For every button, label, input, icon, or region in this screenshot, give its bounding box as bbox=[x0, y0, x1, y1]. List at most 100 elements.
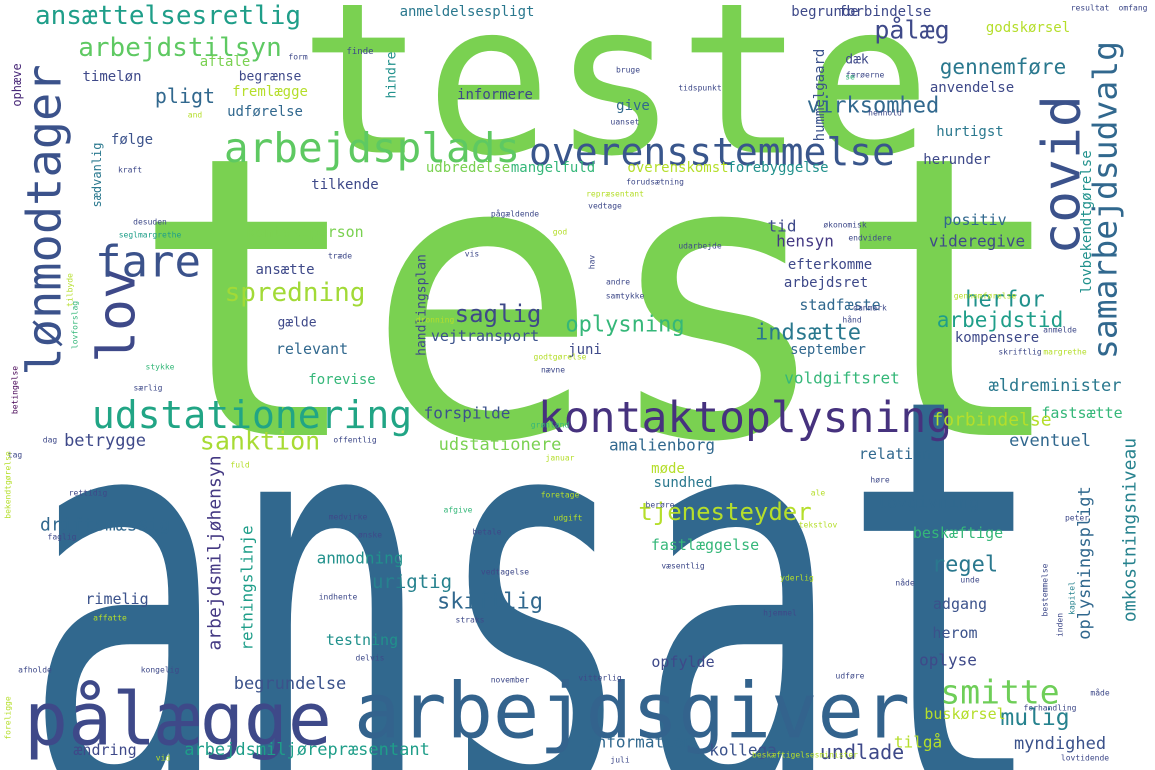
word: inden bbox=[1056, 613, 1065, 637]
word: herunder bbox=[923, 152, 990, 168]
word: sundhed bbox=[653, 475, 712, 491]
word: andre bbox=[606, 278, 630, 287]
word: omfang bbox=[1119, 4, 1148, 13]
word: ale bbox=[811, 489, 826, 498]
word: desuden bbox=[133, 218, 167, 227]
word: smitte bbox=[940, 673, 1059, 712]
word: afholde bbox=[18, 666, 52, 675]
word: test bbox=[130, 73, 1069, 527]
word: hensyn bbox=[776, 232, 834, 251]
word: udgift bbox=[554, 514, 583, 523]
word: bekendtgørelse bbox=[4, 451, 13, 519]
word: efterkomme bbox=[788, 257, 872, 273]
word: adgang bbox=[933, 595, 987, 613]
word: tid bbox=[768, 217, 797, 236]
word: forhandling bbox=[1024, 704, 1077, 713]
word: begrænse bbox=[239, 70, 302, 85]
word: voldgiftsret bbox=[784, 369, 900, 388]
word: pålæg bbox=[874, 16, 949, 45]
word: covid bbox=[1032, 95, 1093, 255]
word: udføre bbox=[836, 672, 865, 681]
word: sanktion bbox=[200, 427, 320, 456]
word: information bbox=[587, 733, 693, 752]
word: kapitel bbox=[1068, 581, 1077, 615]
word: straks bbox=[456, 616, 485, 625]
word: overenskomst bbox=[627, 160, 728, 176]
word: indsætte bbox=[755, 321, 861, 346]
word: kontaktoplysning bbox=[538, 393, 952, 443]
word: vis bbox=[465, 250, 480, 259]
word: anmeldelsespligt bbox=[400, 4, 535, 20]
word: saglig bbox=[455, 300, 542, 328]
word: arbejdstid bbox=[937, 308, 1063, 332]
word: eventuel bbox=[1009, 431, 1091, 451]
word: færøerne bbox=[846, 71, 885, 80]
word: regel bbox=[932, 553, 998, 578]
word: pligt bbox=[155, 84, 215, 108]
word: pålægge bbox=[24, 678, 332, 763]
word: beskæftigelsesminister bbox=[752, 751, 858, 760]
word: indhente bbox=[319, 593, 358, 602]
word: lovtidende bbox=[1061, 754, 1109, 763]
word: aftale bbox=[200, 54, 251, 70]
word: forbindelse bbox=[839, 4, 932, 20]
word: tjenesteyder bbox=[638, 498, 811, 526]
word: uanset bbox=[611, 118, 640, 127]
word: lov bbox=[87, 267, 148, 363]
word: retningslinje bbox=[238, 525, 257, 650]
word: rettidig bbox=[69, 489, 108, 498]
word: kongelig bbox=[141, 666, 180, 675]
word: positiv bbox=[943, 211, 1006, 229]
word: betingelse bbox=[11, 366, 20, 414]
word: undlade bbox=[820, 740, 904, 764]
word: oplyse bbox=[919, 651, 977, 670]
word: arbejdstilsyn bbox=[78, 33, 282, 63]
word: stadfæste bbox=[799, 296, 880, 314]
word: finde bbox=[346, 47, 373, 57]
word: peter bbox=[1065, 514, 1089, 523]
word: kollega bbox=[709, 741, 776, 760]
word: testning bbox=[326, 631, 398, 649]
word: timeløn bbox=[82, 69, 141, 85]
word: unde bbox=[960, 576, 979, 585]
word: skiftlig bbox=[437, 590, 543, 615]
word: juli bbox=[610, 756, 629, 765]
word: faglig bbox=[48, 533, 77, 542]
word: driftsmæssig bbox=[40, 515, 170, 536]
word: dæk bbox=[845, 53, 869, 68]
word: skriftlig bbox=[998, 348, 1042, 357]
word: betale bbox=[473, 528, 502, 537]
word: endvidere bbox=[848, 234, 892, 243]
word: forebyggelse bbox=[727, 160, 828, 176]
word: tekstlov bbox=[799, 521, 838, 530]
word: ældreminister bbox=[988, 376, 1121, 396]
word: tidspunkt bbox=[678, 84, 722, 93]
word: myndighed bbox=[1014, 734, 1106, 754]
word: træde bbox=[328, 252, 352, 261]
word: form bbox=[288, 53, 307, 62]
word: ansat bbox=[23, 278, 1046, 770]
word: nævne bbox=[541, 366, 565, 375]
word: godtgørelse bbox=[534, 353, 587, 362]
word: udførelse bbox=[227, 104, 303, 120]
word: følge bbox=[111, 132, 153, 148]
word: oplysning bbox=[565, 313, 684, 338]
word: arbejdsgiver bbox=[354, 668, 910, 757]
word: hurtigst bbox=[936, 124, 1003, 140]
word: yderlig bbox=[780, 574, 814, 583]
word: relevant bbox=[276, 340, 348, 358]
word: anvendelse bbox=[930, 80, 1014, 96]
word: lønmodtager bbox=[18, 64, 73, 375]
word: stykke bbox=[146, 363, 175, 372]
word: hindre bbox=[385, 51, 400, 98]
word: tag bbox=[8, 451, 23, 460]
word: gælde bbox=[277, 316, 316, 331]
word: se bbox=[845, 73, 855, 82]
word: møde bbox=[651, 461, 685, 477]
word: vedtagelse bbox=[481, 568, 529, 577]
word: opfylde bbox=[651, 653, 714, 671]
word: lovforslag bbox=[71, 301, 80, 349]
word: fare bbox=[95, 237, 201, 288]
word: hånd bbox=[842, 315, 861, 325]
word: dronning bbox=[416, 316, 455, 325]
